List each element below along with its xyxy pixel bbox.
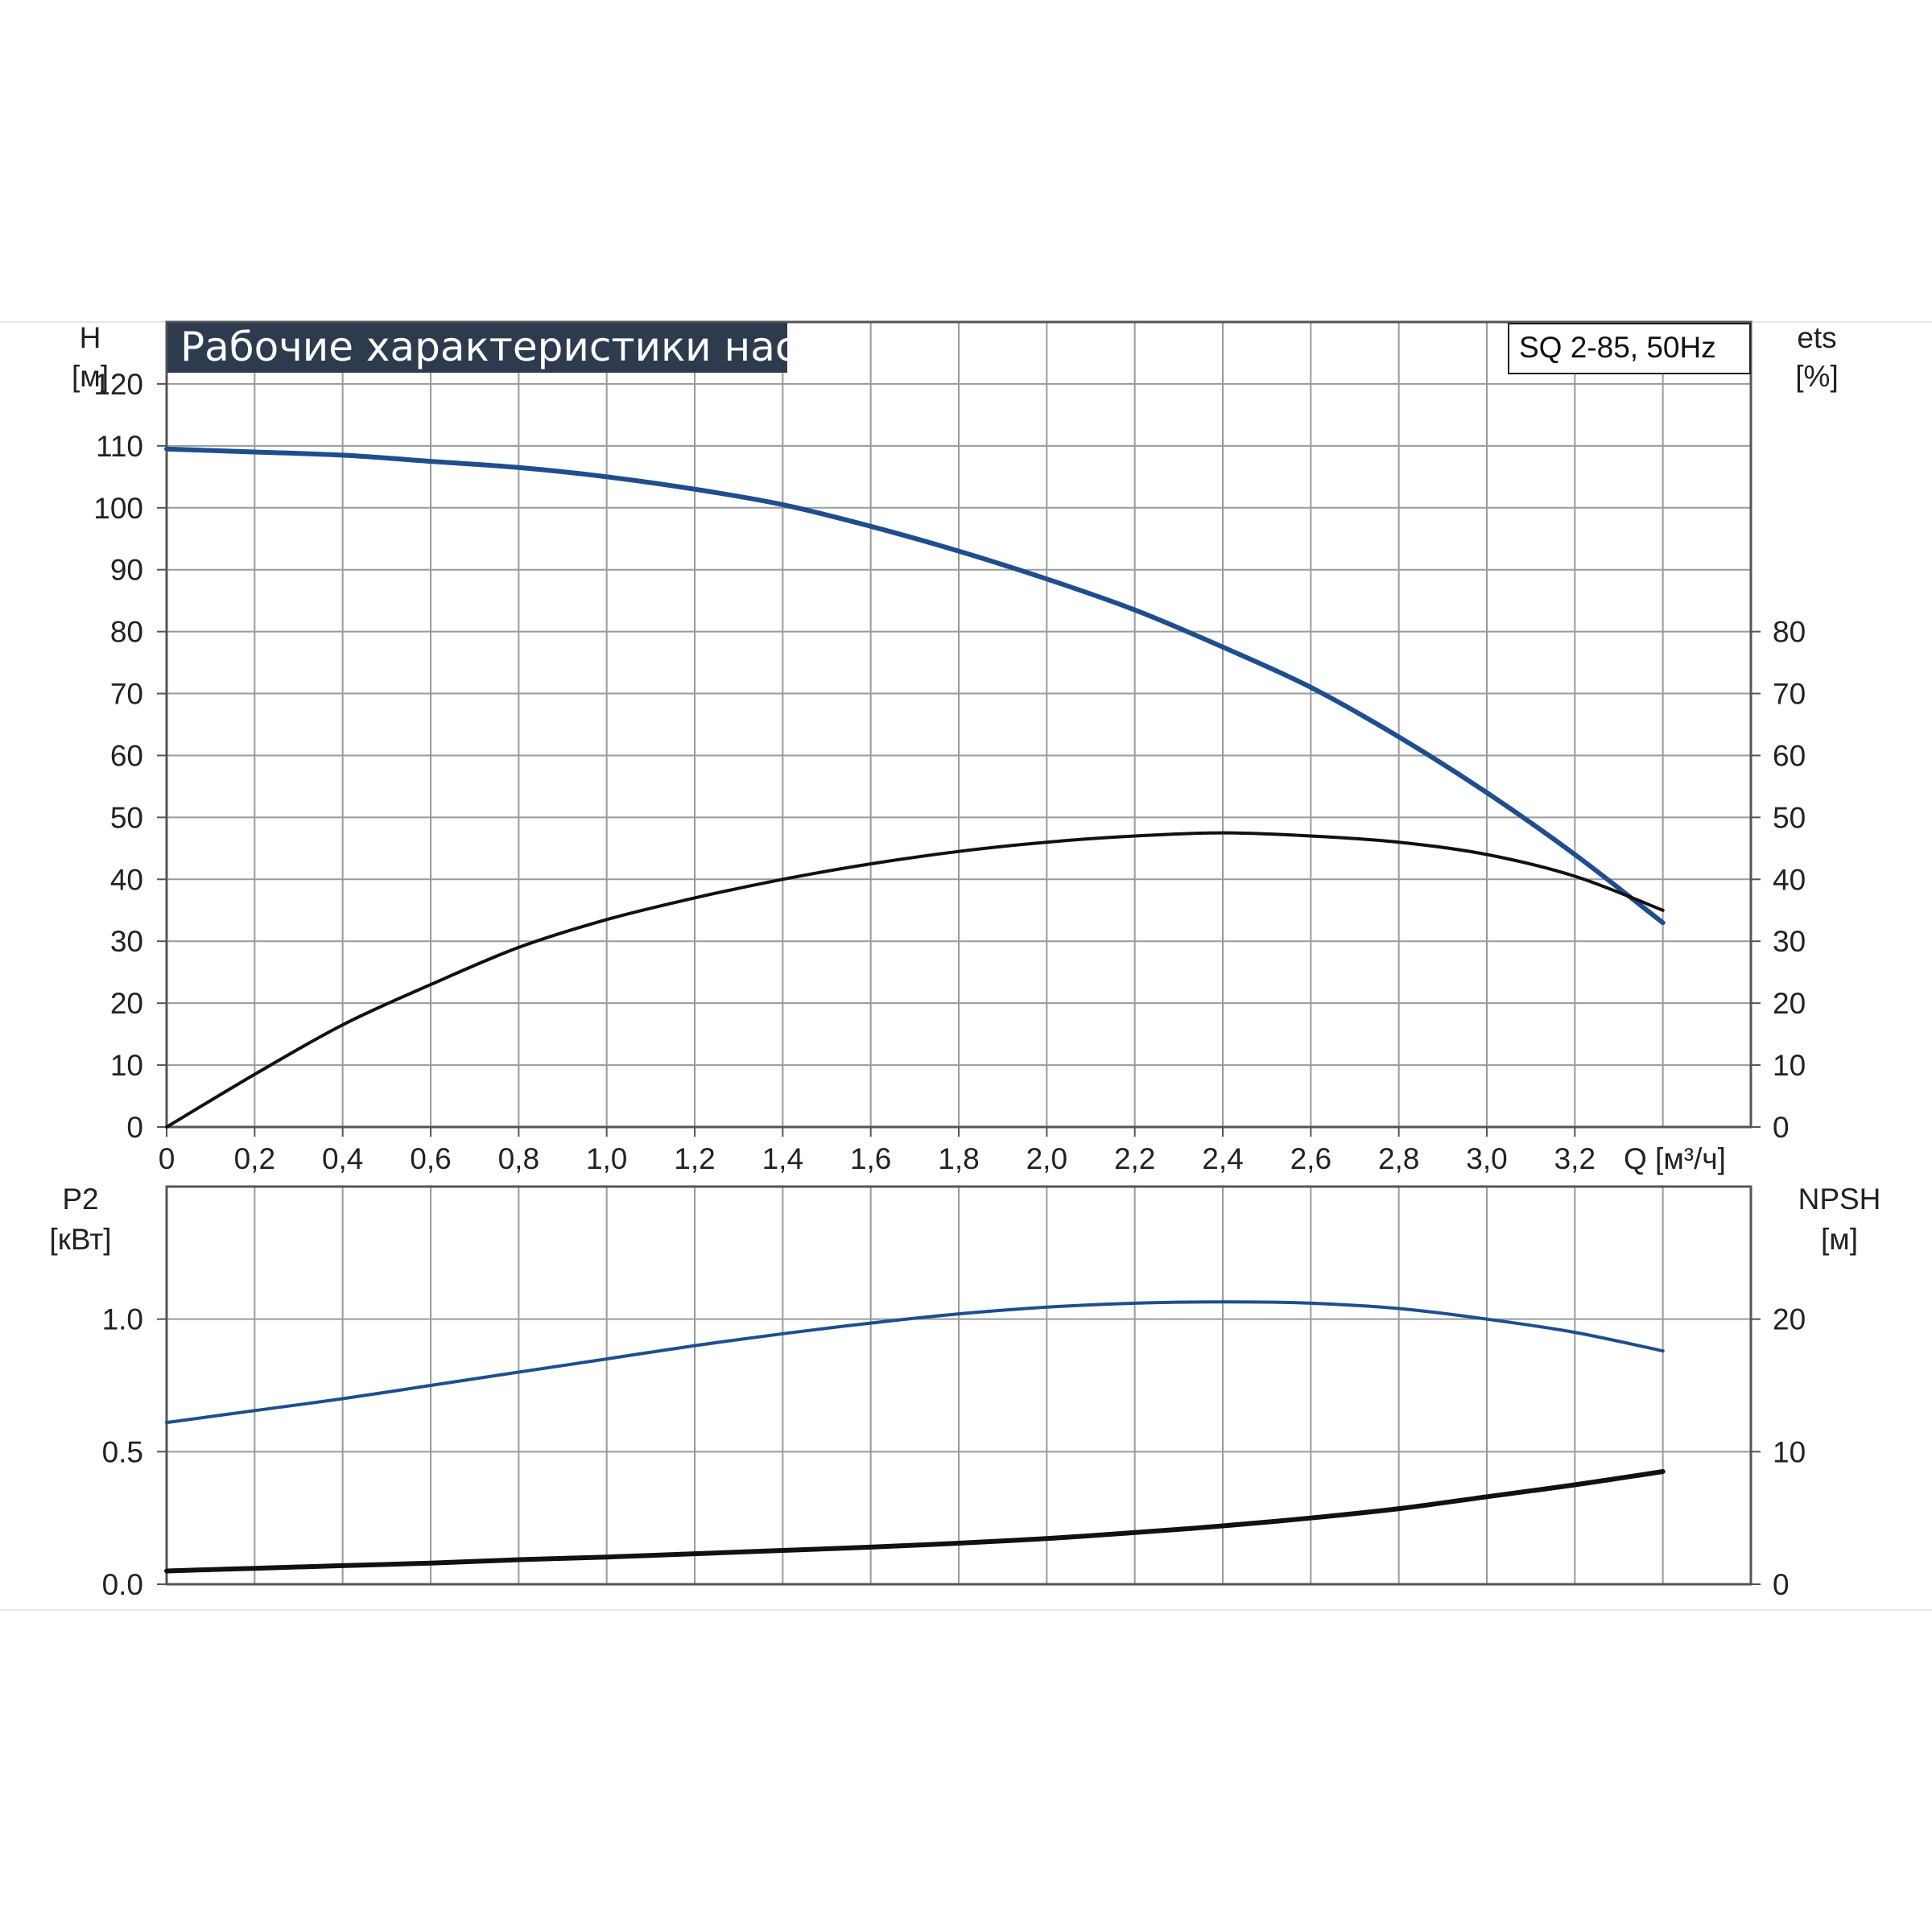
h-tick-label: 80 [110, 616, 143, 649]
q-tick-label: 2,6 [1290, 1142, 1331, 1175]
eta-axis-label: ets [1797, 321, 1836, 354]
model-label-box [1508, 323, 1751, 374]
series-layer [164, 446, 1666, 1574]
eta-tick-label: 60 [1773, 739, 1806, 772]
top-grid [167, 322, 1751, 1127]
h-tick-label: 10 [110, 1049, 143, 1082]
q-tick-label: 0,2 [234, 1142, 275, 1175]
eta-tick-label: 40 [1773, 863, 1806, 896]
bottom-grid [167, 1187, 1751, 1584]
p2-tick-label: 0.5 [102, 1435, 143, 1468]
q-tick-label: 0,4 [322, 1142, 363, 1175]
q-tick-label: 1,0 [586, 1142, 627, 1175]
q-tick-label: 0,8 [498, 1142, 539, 1175]
h-tick-label: 70 [110, 678, 143, 711]
h-axis-unit: [м] [72, 360, 109, 393]
q-tick-label: 3,0 [1466, 1142, 1507, 1175]
h-axis-label: H [80, 321, 101, 354]
h-tick-label: 50 [110, 801, 143, 834]
eta-tick-label: 50 [1773, 801, 1806, 834]
q-tick-label: 2,4 [1202, 1142, 1243, 1175]
q-tick-label: 0,6 [410, 1142, 451, 1175]
h-tick-label: 110 [96, 430, 143, 463]
bottom-tick-labels: 0.0 0.5 1.0 0 10 20 [102, 1303, 1806, 1601]
eta-axis-unit: [%] [1795, 360, 1838, 393]
h-tick-label: 90 [110, 554, 143, 587]
eta-tick-label: 70 [1773, 678, 1806, 711]
top-tick-labels: 0 10 20 30 40 50 60 70 80 90 100 110 120 0 10 20 30 40 50 6… [93, 368, 1806, 1175]
h-tick-label: 100 [93, 492, 143, 525]
q-tick-label: 3,2 [1554, 1142, 1596, 1175]
eta-tick-label: 30 [1773, 925, 1806, 958]
npsh-tick-label: 20 [1773, 1303, 1806, 1336]
npsh-axis-label: NPSH [1798, 1183, 1881, 1216]
p2-tick-label: 1.0 [102, 1303, 143, 1336]
eta-tick-label: 10 [1773, 1049, 1806, 1082]
q-tick-label: 1,8 [938, 1142, 979, 1175]
h-tick-label: 0 [126, 1111, 143, 1144]
h-tick-label: 30 [110, 925, 143, 958]
power-p2-curve [165, 1300, 1665, 1425]
efficiency-curve [165, 831, 1665, 1129]
q-tick-label: 0 [159, 1142, 175, 1175]
q-tick-label: 2,8 [1378, 1142, 1419, 1175]
q-tick-label: 1,4 [762, 1142, 803, 1175]
eta-tick-label: 20 [1773, 987, 1806, 1020]
q-tick-label: 1,6 [850, 1142, 891, 1175]
h-tick-label: 20 [110, 987, 143, 1020]
title-box [167, 323, 787, 373]
q-tick-label: 2,0 [1026, 1142, 1067, 1175]
q-tick-label: 2,2 [1114, 1142, 1155, 1175]
chart-title: Рабочие характеристики насоса [180, 324, 869, 370]
q-tick-label: 1,2 [674, 1142, 715, 1175]
head-curve [164, 446, 1666, 926]
p2-tick-label: 0.0 [102, 1568, 143, 1601]
model-label: SQ 2-85, 50Hz [1519, 331, 1716, 364]
eta-tick-label: 80 [1773, 616, 1806, 649]
npsh-curve [164, 1469, 1666, 1574]
npsh-tick-label: 10 [1773, 1435, 1806, 1468]
bottom-plot-frame [165, 1185, 1752, 1586]
npsh-tick-label: 0 [1773, 1568, 1790, 1601]
npsh-axis-unit: [м] [1821, 1223, 1858, 1256]
h-tick-label: 120 [93, 368, 143, 401]
p2-axis-unit: [кВт] [49, 1223, 111, 1256]
p2-axis-label: P2 [62, 1183, 98, 1216]
h-tick-label: 60 [110, 739, 143, 772]
q-axis-label: Q [м³/ч] [1624, 1142, 1726, 1175]
eta-tick-label: 0 [1773, 1111, 1790, 1144]
h-tick-label: 40 [110, 863, 143, 896]
